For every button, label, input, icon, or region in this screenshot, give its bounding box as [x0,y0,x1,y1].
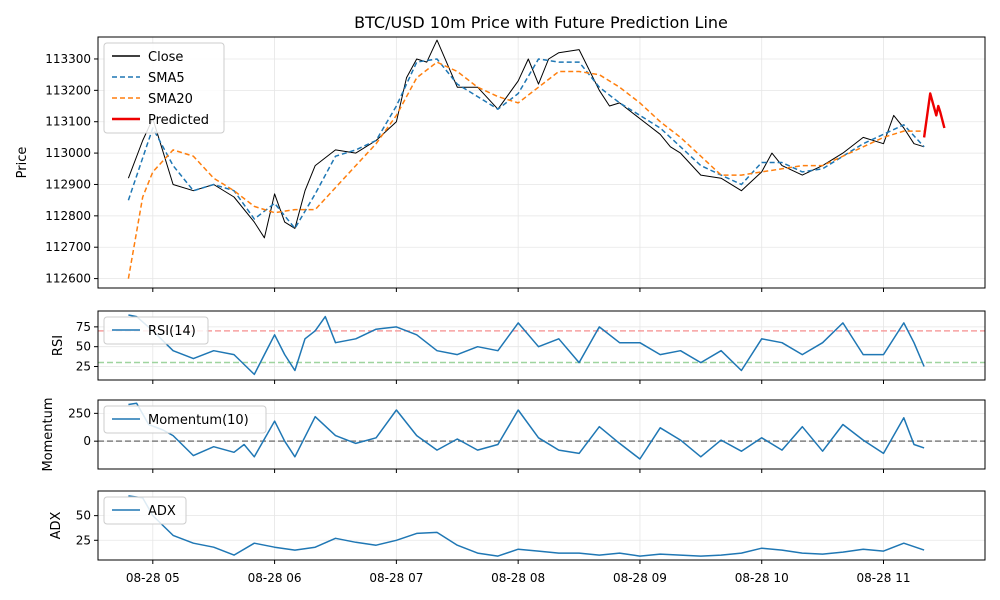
series-line-predicted [922,92,946,138]
axes-frame [97,36,986,289]
x-tick-label: 08-28 10 [735,571,789,585]
series-group [128,495,925,557]
series-line-momentum-10 [128,402,925,460]
y-tick-label: 250 [68,406,91,420]
y-tick-label: 50 [76,340,91,354]
axes-frame [97,490,986,561]
y-tick-label: 113000 [45,146,91,160]
legend-box [103,42,225,134]
y-axis-label: RSI [51,335,66,356]
legend-entry: SMA5 [148,71,185,86]
y-tick-label: 25 [76,360,91,374]
series-line-close [127,39,925,239]
panel-adx: 25 50 08-28 05 08-28 06 08-28 07 08-28 08 08-2… [49,490,986,585]
legend-entry: Predicted [148,113,209,128]
y-tick-label: 112700 [45,240,91,254]
legend: RSI(14) [103,316,209,345]
x-tick-label: 08-28 08 [491,571,545,585]
y-tick-label: 113300 [45,52,91,66]
legend-box [103,496,187,525]
y-axis-label: Price [15,147,30,179]
axes-frame [97,310,986,381]
legend-entry: ADX [148,504,176,519]
y-tick-label: 113200 [45,83,91,97]
series-line-rsi-14 [128,314,925,376]
legend: Close SMA5 SMA20 Predicted [103,42,225,134]
panel-rsi: 25 50 75 RSI RSI(14) [51,310,986,384]
panel-momentum: 0 250 Momentum Momentum(10) [41,397,986,473]
y-tick-label: 0 [83,434,91,448]
legend: ADX [103,496,187,525]
x-tick-label: 08-28 06 [248,571,302,585]
panel-price: 112600 112700 112800 112900 113000 113100 1132… [15,36,986,292]
legend-entry: Momentum(10) [148,413,249,428]
legend-entry: RSI(14) [148,324,196,339]
x-tick-label: 08-28 07 [369,571,423,585]
y-axis-label: Momentum [41,397,56,471]
series-group [127,39,946,279]
series-line-sma5 [127,58,925,230]
y-tick-label: 25 [76,533,91,547]
y-tick-label: 112800 [45,209,91,223]
legend-entry: SMA20 [148,92,193,107]
series-group [128,402,925,460]
x-tick-label: 08-28 09 [613,571,667,585]
y-tick-label: 75 [76,320,91,334]
legend-box [103,316,209,345]
series-group [128,314,925,376]
y-axis-label: ADX [49,512,64,540]
series-line-sma20 [127,61,925,279]
legend: Momentum(10) [103,405,267,434]
chart-title: BTC/USD 10m Price with Future Prediction… [354,13,728,32]
x-tick-label: 08-28 11 [857,571,911,585]
legend-box [103,405,267,434]
y-tick-label: 112600 [45,272,91,286]
legend-entry: Close [148,50,183,65]
axes-frame [97,399,986,470]
y-tick-label: 50 [76,509,91,523]
x-tick-label: 08-28 05 [126,571,180,585]
series-line-adx [128,495,925,557]
y-tick-label: 113100 [45,115,91,129]
y-tick-label: 112900 [45,177,91,191]
